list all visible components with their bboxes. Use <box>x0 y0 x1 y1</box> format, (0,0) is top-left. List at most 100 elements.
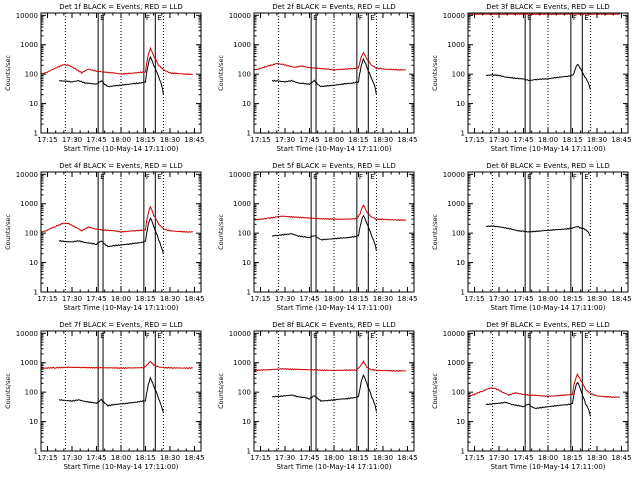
x-tick-label: 18:45 <box>397 295 417 303</box>
chart-title: Det 4f BLACK = Events, RED = LLD <box>59 162 182 170</box>
y-axis-label: Counts/sec <box>4 214 12 250</box>
marker-letter: F <box>573 173 577 181</box>
x-tick-label: 18:00 <box>538 295 558 303</box>
x-tick-label: 18:45 <box>611 454 631 462</box>
x-tick-label: 18:45 <box>611 136 631 144</box>
marker-letter: E <box>100 14 104 22</box>
x-tick-label: 18:30 <box>373 136 393 144</box>
y-tick-label: 10 <box>242 100 251 108</box>
lld-series <box>40 205 193 234</box>
x-tick-label: 18:00 <box>538 454 558 462</box>
x-tick-label: 18:00 <box>538 136 558 144</box>
y-tick-label: 1000 <box>20 359 38 367</box>
x-tick-label: 17:30 <box>275 295 295 303</box>
x-tick-label: 17:15 <box>37 136 57 144</box>
y-axis-label: Counts/sec <box>217 55 225 91</box>
marker-letter: E <box>527 173 531 181</box>
y-tick-label: 1000 <box>233 200 251 208</box>
lld-series <box>253 51 406 71</box>
x-tick-label: 17:15 <box>250 136 270 144</box>
x-tick-label: 17:30 <box>489 295 509 303</box>
x-tick-label: 18:30 <box>373 295 393 303</box>
y-tick-label: 1000 <box>447 359 465 367</box>
x-axis-label: Start Time (10-May-14 17:11:00) <box>490 463 605 471</box>
x-tick-label: 18:45 <box>397 454 417 462</box>
y-tick-label: 100 <box>452 389 465 397</box>
y-tick-label: 10000 <box>443 12 465 20</box>
x-tick-label: 17:30 <box>62 454 82 462</box>
y-tick-label: 100 <box>25 71 38 79</box>
x-tick-label: 18:30 <box>373 454 393 462</box>
y-tick-label: 10000 <box>229 171 251 179</box>
y-tick-label: 10000 <box>229 330 251 338</box>
y-axis-label: Counts/sec <box>431 214 439 250</box>
y-axis-label: Counts/sec <box>431 55 439 91</box>
y-tick-label: 1000 <box>20 200 38 208</box>
chart-title: Det 1f BLACK = Events, RED = LLD <box>59 3 182 11</box>
x-tick-label: 17:15 <box>464 454 484 462</box>
x-tick-label: 18:15 <box>135 136 155 144</box>
lld-series <box>253 204 406 222</box>
x-tick-label: 17:45 <box>299 454 319 462</box>
x-axis-label: Start Time (10-May-14 17:11:00) <box>276 463 391 471</box>
x-tick-label: 17:15 <box>464 295 484 303</box>
x-tick-label: 17:45 <box>299 136 319 144</box>
marker-letter: E <box>370 332 374 340</box>
x-tick-label: 18:15 <box>135 454 155 462</box>
y-tick-label: 100 <box>25 389 38 397</box>
marker-letter: F <box>359 14 363 22</box>
lld-series <box>253 359 406 372</box>
x-tick-label: 18:45 <box>184 136 204 144</box>
y-tick-label: 100 <box>452 71 465 79</box>
x-tick-label: 17:30 <box>275 454 295 462</box>
marker-letter: F <box>359 332 363 340</box>
y-axis-label: Counts/sec <box>431 373 439 409</box>
x-tick-label: 18:30 <box>160 295 180 303</box>
y-tick-label: 1 <box>34 130 38 138</box>
y-tick-label: 1000 <box>233 41 251 49</box>
chart-title: Det 3f BLACK = Events, RED = LLD <box>486 3 609 11</box>
x-axis-label: Start Time (10-May-14 17:11:00) <box>276 145 391 153</box>
x-tick-label: 17:15 <box>250 295 270 303</box>
y-axis-label: Counts/sec <box>217 214 225 250</box>
x-tick-label: 17:30 <box>489 454 509 462</box>
y-tick-label: 10 <box>242 259 251 267</box>
marker-letter: E <box>584 173 588 181</box>
lld-series <box>467 13 620 16</box>
marker-letter: F <box>146 332 150 340</box>
y-axis-label: Counts/sec <box>4 55 12 91</box>
marker-letter: E <box>313 14 317 22</box>
y-tick-label: 10 <box>456 418 465 426</box>
x-tick-label: 17:45 <box>513 136 533 144</box>
y-tick-label: 10000 <box>443 330 465 338</box>
marker-letter: F <box>573 332 577 340</box>
marker-letter: E <box>157 14 161 22</box>
y-tick-label: 10000 <box>16 330 38 338</box>
events-series <box>58 55 164 95</box>
x-tick-label: 18:00 <box>111 295 131 303</box>
x-tick-label: 18:45 <box>611 295 631 303</box>
y-tick-label: 1 <box>247 448 251 456</box>
lld-series <box>40 46 193 76</box>
marker-letter: E <box>100 332 104 340</box>
x-tick-label: 17:30 <box>275 136 295 144</box>
events-series <box>58 376 164 413</box>
x-tick-label: 17:45 <box>86 454 106 462</box>
y-tick-label: 1000 <box>233 359 251 367</box>
x-tick-label: 17:45 <box>513 295 533 303</box>
x-tick-label: 17:15 <box>250 454 270 462</box>
y-tick-label: 1000 <box>447 200 465 208</box>
y-tick-label: 10000 <box>229 12 251 20</box>
x-tick-label: 18:15 <box>348 136 368 144</box>
x-tick-label: 17:15 <box>37 454 57 462</box>
x-axis-label: Start Time (10-May-14 17:11:00) <box>490 304 605 312</box>
y-tick-label: 10 <box>242 418 251 426</box>
marker-letter: E <box>313 332 317 340</box>
